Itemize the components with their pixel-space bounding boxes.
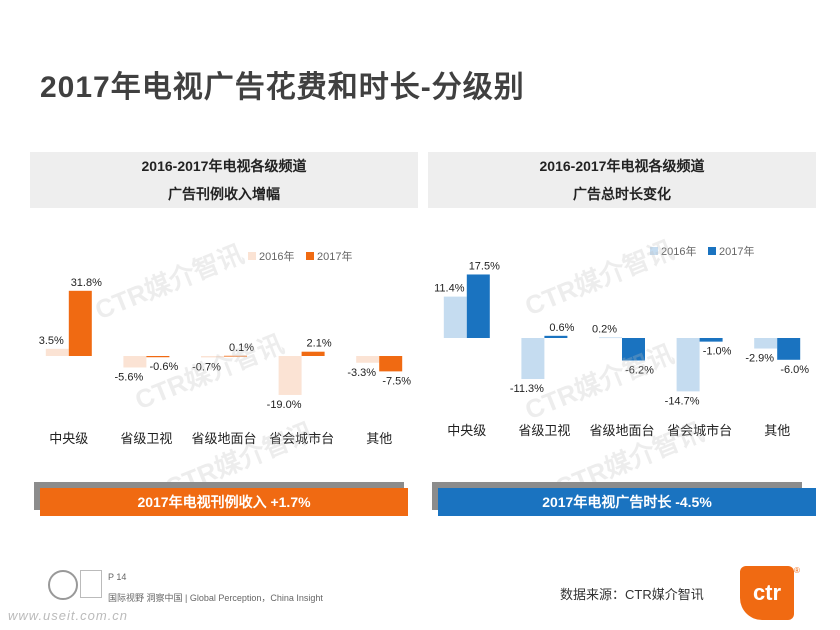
data-label: -3.3%	[347, 367, 376, 379]
right-panel-heading: 2016-2017年电视各级频道 广告总时长变化	[428, 152, 816, 208]
bar	[599, 337, 622, 339]
data-label: -6.0%	[780, 364, 809, 376]
category-label: 省会城市台	[269, 431, 334, 446]
data-label: 2.1%	[307, 338, 332, 350]
data-label: -0.6%	[150, 361, 179, 373]
bar	[521, 338, 545, 380]
data-label: 17.5%	[469, 260, 500, 272]
legend-swatch	[248, 252, 256, 260]
category-label: 其他	[366, 431, 392, 446]
bar	[622, 338, 645, 361]
data-label: -0.7%	[192, 361, 221, 373]
right-heading-line1: 2016-2017年电视各级频道	[539, 158, 705, 174]
bar	[699, 338, 723, 342]
footer-slogan: 国际视野 洞察中国 | Global Perception，China Insi…	[108, 593, 323, 603]
category-label: 省会城市台	[667, 423, 732, 438]
data-label: 31.8%	[71, 277, 102, 289]
legend-swatch	[650, 247, 658, 255]
left-panel-heading: 2016-2017年电视各级频道 广告刊例收入增幅	[30, 152, 418, 208]
iso-badge-icon	[80, 570, 102, 598]
bar	[356, 356, 380, 363]
left-heading-line2: 广告刊例收入增幅	[168, 186, 280, 202]
bar	[278, 356, 302, 395]
legend-label: 2016年	[259, 249, 294, 263]
category-label: 省级地面台	[191, 431, 256, 446]
bar	[544, 335, 568, 338]
category-label: 省级卫视	[120, 431, 172, 446]
data-label: 11.4%	[434, 283, 465, 295]
data-label: -19.0%	[267, 399, 302, 411]
bar	[676, 338, 700, 392]
legend-swatch	[306, 252, 314, 260]
ctr-logo: ctr	[740, 566, 794, 620]
legend: 2016年 2017年	[650, 244, 754, 258]
site-watermark: www.useit.com.cn	[8, 608, 129, 623]
legend-swatch	[708, 247, 716, 255]
category-label: 中央级	[447, 423, 486, 438]
category-label: 省级地面台	[589, 423, 654, 438]
data-label: -2.9%	[745, 353, 774, 365]
bar	[466, 274, 490, 338]
data-label: 3.5%	[39, 335, 64, 347]
registered-mark: ®	[794, 566, 800, 575]
data-label: -11.3%	[510, 383, 544, 395]
data-label: -7.5%	[382, 375, 411, 387]
page-title: 2017年电视广告花费和时长-分级别	[40, 71, 525, 104]
bar	[146, 356, 170, 358]
data-label: -1.0%	[703, 346, 732, 358]
revenue-growth-chart: 2016年 2017年 3.5% 31.8% 中央级 -5.6% -0.6% 省级卫视 -0.7…	[39, 249, 412, 446]
bar	[68, 290, 92, 356]
bar	[443, 296, 467, 338]
bar	[123, 356, 147, 368]
legend-label: 2016年	[661, 244, 696, 258]
certification-icon	[48, 570, 78, 600]
bar	[301, 351, 325, 356]
legend-label: 2017年	[719, 244, 754, 258]
data-label: 0.1%	[229, 342, 254, 354]
data-label: -5.6%	[115, 371, 144, 383]
legend-label: 2017年	[317, 249, 352, 263]
left-heading-line1: 2016-2017年电视各级频道	[141, 158, 307, 174]
data-label: 0.6%	[549, 322, 574, 334]
data-label: -14.7%	[665, 395, 700, 407]
ad-duration-chart: 2016年 2017年 11.4% 17.5% 中央级 -11.3% 0.6% 省级卫视 0.2…	[434, 244, 809, 438]
right-heading-line2: 广告总时长变化	[573, 186, 671, 202]
revenue-summary-banner: 2017年电视刊例收入 +1.7%	[40, 488, 408, 516]
data-label: -6.2%	[625, 365, 654, 377]
bar	[379, 356, 403, 372]
data-label: 0.2%	[592, 323, 617, 335]
duration-summary-banner: 2017年电视广告时长 -4.5%	[438, 488, 816, 516]
category-label: 中央级	[49, 431, 88, 446]
bar	[224, 355, 247, 357]
category-label: 其他	[764, 423, 790, 438]
bar	[45, 348, 69, 356]
legend: 2016年 2017年	[248, 249, 352, 263]
bar	[754, 338, 778, 349]
bar	[201, 356, 224, 358]
bar	[777, 338, 801, 360]
category-label: 省级卫视	[518, 423, 570, 438]
page-number: P 14	[108, 572, 127, 582]
data-source: 数据来源：CTR媒介智讯	[560, 587, 704, 602]
